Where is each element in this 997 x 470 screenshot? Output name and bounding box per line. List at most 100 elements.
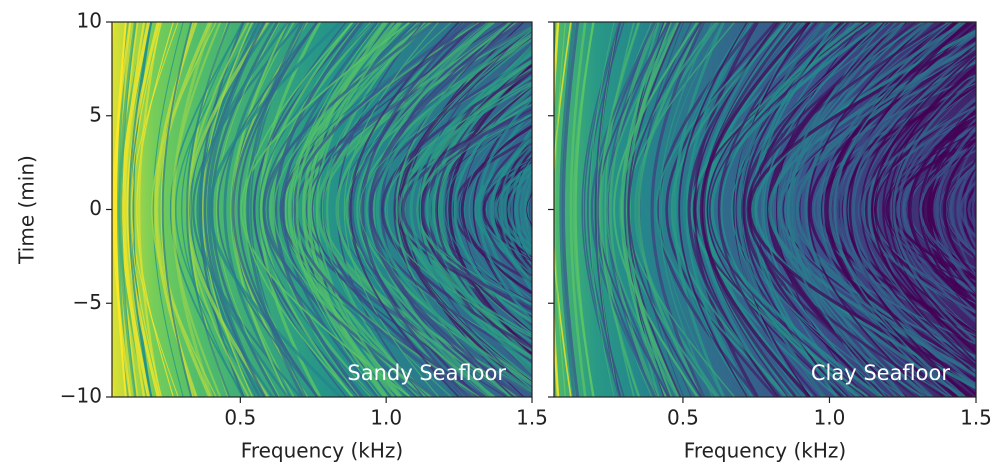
y-tick-label: 5 — [89, 102, 102, 126]
spectral-fringe — [590, 22, 657, 397]
spectral-fringe — [807, 22, 930, 397]
spectral-fringe — [416, 114, 532, 305]
spectral-fringe — [223, 22, 292, 397]
spectral-fringe — [734, 22, 806, 397]
spectral-fringe — [122, 22, 151, 397]
spectral-fringe — [798, 22, 955, 397]
y-tick-label: 10 — [77, 9, 102, 33]
spectral-fringe — [569, 22, 587, 397]
spectral-fringe — [949, 161, 976, 258]
spectral-fringe — [346, 22, 472, 397]
spectral-fringe — [992, 22, 997, 397]
spectral-fringe — [925, 106, 976, 313]
spectral-fringe — [897, 97, 976, 322]
spectral-fringe — [933, 127, 976, 292]
spectral-fringe — [521, 166, 532, 253]
spectral-fringe — [375, 25, 532, 394]
spectral-fringe — [203, 22, 266, 397]
spectral-fringe — [189, 22, 257, 397]
spectrogram — [112, 22, 532, 397]
spectral-fringe — [670, 22, 790, 397]
spectral-fringe — [784, 22, 898, 397]
y-tick-label: 0 — [89, 196, 102, 220]
spectral-fringe — [169, 22, 245, 397]
spectral-fringe — [499, 132, 532, 287]
spectral-fringe — [967, 190, 976, 229]
spectral-fringe — [128, 22, 153, 397]
spectral-fringe — [416, 76, 532, 343]
spectral-fringe — [473, 101, 532, 318]
spectral-fringe — [613, 22, 699, 397]
spectral-fringe — [931, 142, 976, 277]
spectral-fringe — [710, 22, 883, 397]
spectral-fringe — [464, 102, 532, 317]
spectral-fringe — [152, 22, 184, 397]
spectral-fringe — [438, 85, 532, 334]
spectral-fringe — [596, 22, 670, 397]
spectral-fringe — [589, 22, 615, 397]
spectral-fringe — [706, 22, 843, 397]
spectral-fringe — [473, 148, 532, 271]
spectral-fringe — [126, 22, 160, 397]
spectral-fringe — [887, 55, 976, 364]
spectral-fringe — [834, 58, 976, 361]
spectral-fringe — [262, 22, 436, 397]
spectral-fringe — [349, 22, 460, 397]
spectral-fringe — [678, 22, 748, 397]
spectral-fringe — [348, 22, 464, 397]
spectral-fringe — [675, 22, 748, 397]
spectral-fringe — [505, 149, 532, 270]
spectral-fringe — [482, 157, 532, 262]
spectral-fringe — [908, 109, 976, 310]
spectral-fringe — [181, 22, 243, 397]
spectral-fringe — [833, 22, 962, 397]
spectral-fringe — [685, 22, 749, 397]
x-tick-label: 1.5 — [960, 406, 992, 430]
spectral-fringe — [427, 101, 532, 318]
spectral-fringe — [155, 22, 212, 397]
x-tick-label: 1.0 — [814, 406, 846, 430]
spectral-fringe — [942, 138, 976, 281]
spectral-fringe — [207, 22, 267, 397]
spectral-fringe — [699, 22, 811, 397]
spectral-fringe — [885, 137, 976, 282]
spectral-fringe — [963, 169, 976, 250]
spectral-fringe — [738, 22, 827, 397]
spectral-fringe — [929, 140, 976, 279]
x-axis-label: Frequency (kHz) — [241, 439, 403, 463]
spectral-fringe — [369, 56, 532, 363]
spectral-fringe — [655, 22, 788, 397]
spectral-fringe — [907, 108, 976, 311]
spectral-fringe — [902, 124, 976, 295]
spectral-fringe — [959, 180, 976, 239]
spectral-fringe — [904, 95, 976, 324]
spectral-fringe — [860, 105, 976, 314]
spectral-fringe — [952, 141, 976, 278]
x-tick-label: 1.5 — [516, 406, 548, 430]
spectral-fringe — [468, 118, 532, 301]
spectral-fringe — [770, 22, 966, 397]
spectral-fringe — [426, 105, 532, 314]
spectral-fringe — [980, 22, 997, 397]
spectral-fringe — [542, 22, 545, 397]
spectral-fringe — [321, 22, 427, 397]
spectral-fringe — [343, 22, 440, 397]
spectral-fringe — [279, 22, 470, 397]
spectral-fringe — [398, 82, 532, 337]
spectral-fringe — [870, 114, 976, 305]
spectral-fringe — [243, 22, 354, 397]
spectral-fringe — [477, 96, 532, 323]
spectral-fringe — [795, 41, 976, 378]
spectral-fringe — [507, 170, 532, 249]
spectral-fringe — [717, 22, 819, 397]
spectral-fringe — [381, 69, 532, 350]
spectral-fringe — [489, 143, 532, 276]
spectral-fringe — [991, 22, 997, 397]
spectral-fringe — [196, 22, 289, 397]
spectral-fringe — [922, 131, 976, 288]
spectral-fringe — [955, 162, 976, 257]
spectral-fringe — [873, 101, 976, 318]
panel-annotation: Sandy Seafloor — [347, 361, 506, 385]
spectral-fringe — [112, 22, 132, 397]
spectral-fringe — [883, 121, 976, 298]
